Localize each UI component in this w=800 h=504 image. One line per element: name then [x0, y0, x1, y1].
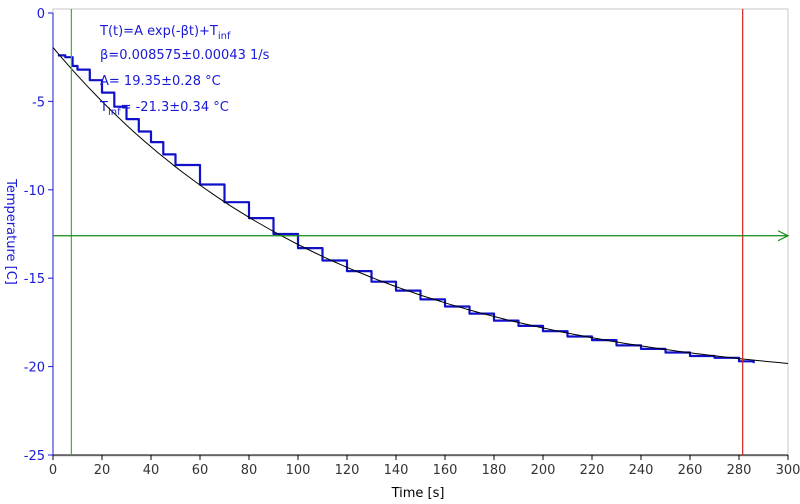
x-tick-label: 280	[727, 463, 752, 478]
annotation-tinf: Tinf= -21.3±0.34 °C	[99, 100, 229, 118]
y-axis-label: Temperature [C]	[3, 178, 18, 285]
y-tick-label: -10	[24, 184, 45, 199]
x-tick-label: 80	[241, 463, 258, 478]
x-tick-label: 240	[629, 463, 654, 478]
x-tick-label: 0	[49, 463, 57, 478]
measured-series	[57, 54, 755, 364]
x-tick-label: 160	[433, 463, 458, 478]
x-tick-label: 20	[94, 463, 111, 478]
annotation-formula: T(t)=A exp(-βt)+Tinf	[99, 24, 231, 42]
x-axis-label: Time [s]	[391, 486, 445, 501]
fit-curve	[52, 47, 789, 364]
x-axis: 0 20 40 60 80 100 120 140 160 180 200 220 240 260 280 3…	[49, 454, 800, 478]
x-tick-label: 220	[580, 463, 605, 478]
x-tick-label: 40	[143, 463, 160, 478]
fit-annotation: T(t)=A exp(-βt)+Tinf β=0.008575±0.00043 …	[99, 24, 270, 118]
annotation-a: A= 19.35±0.28 °C	[100, 74, 221, 89]
y-axis: 0 -5 -10 -15 -20 -25	[24, 7, 54, 464]
x-tick-label: 140	[384, 463, 409, 478]
x-tick-label: 200	[531, 463, 556, 478]
y-tick-label: -20	[24, 361, 45, 376]
series-layer	[52, 47, 789, 364]
x-tick-label: 180	[482, 463, 507, 478]
x-tick-label: 260	[678, 463, 703, 478]
x-tick-label: 100	[286, 463, 311, 478]
x-tick-label: 120	[335, 463, 360, 478]
y-tick-label: -25	[24, 449, 45, 464]
annotation-beta: β=0.008575±0.00043 1/s	[100, 48, 270, 63]
y-tick-label: 0	[37, 7, 45, 22]
y-tick-label: -15	[24, 272, 45, 287]
x-tick-label: 60	[192, 463, 209, 478]
x-tick-label: 300	[776, 463, 800, 478]
cursor-layer	[53, 9, 790, 455]
y-tick-label: -5	[32, 95, 45, 110]
cursor-arrow-icon	[777, 230, 790, 242]
